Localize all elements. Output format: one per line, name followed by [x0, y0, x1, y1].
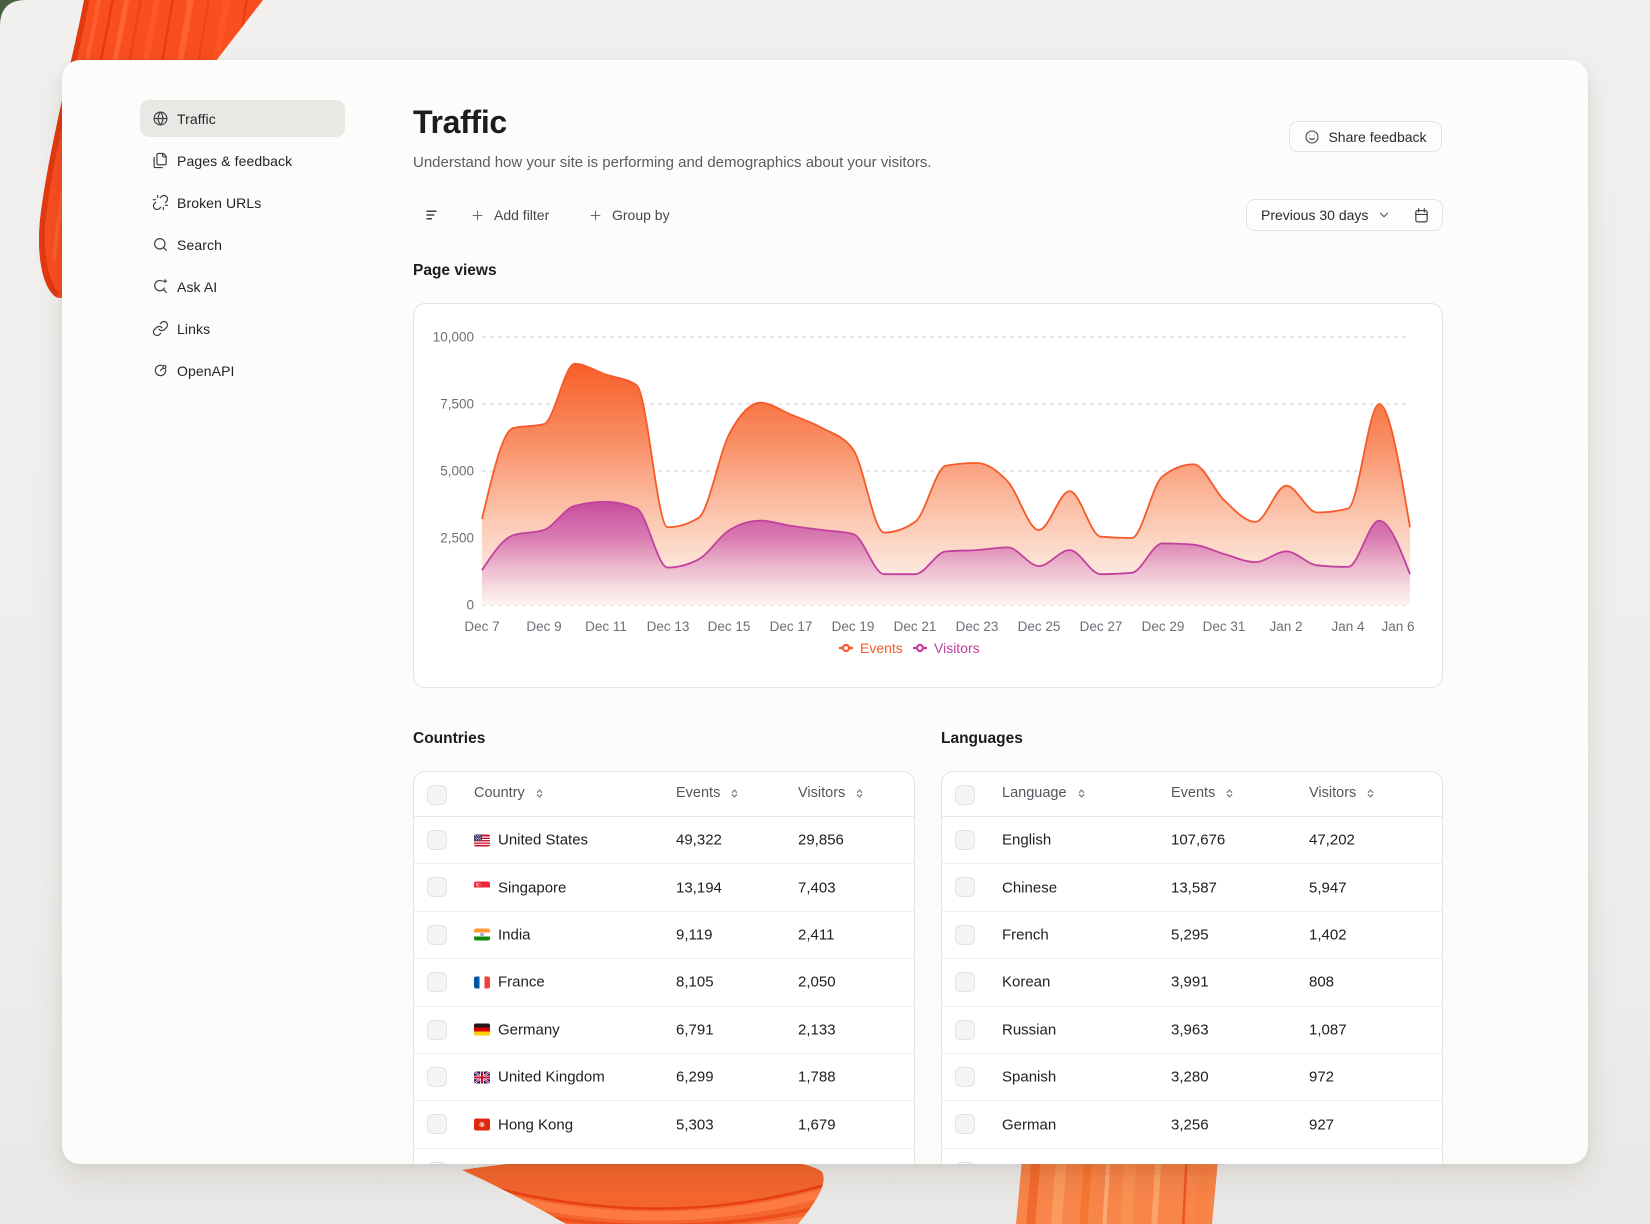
svg-text:Dec 31: Dec 31	[1203, 619, 1246, 634]
svg-text:10,000: 10,000	[433, 330, 474, 345]
svg-text:Dec 27: Dec 27	[1080, 619, 1123, 634]
svg-text:Jan 4: Jan 4	[1331, 619, 1365, 634]
svg-text:Events: Events	[860, 640, 903, 656]
svg-text:5,000: 5,000	[440, 464, 474, 479]
svg-text:Dec 23: Dec 23	[956, 619, 999, 634]
svg-text:2,500: 2,500	[440, 531, 474, 546]
svg-text:Dec 9: Dec 9	[526, 619, 561, 634]
svg-text:Jan 6: Jan 6	[1381, 619, 1414, 634]
svg-text:Dec 15: Dec 15	[708, 619, 751, 634]
svg-text:Visitors: Visitors	[934, 640, 980, 656]
svg-text:Dec 29: Dec 29	[1142, 619, 1185, 634]
svg-text:Dec 11: Dec 11	[585, 619, 627, 634]
svg-text:Dec 21: Dec 21	[894, 619, 937, 634]
svg-text:Dec 13: Dec 13	[647, 619, 690, 634]
svg-text:Jan 2: Jan 2	[1269, 619, 1302, 634]
svg-text:Dec 7: Dec 7	[464, 619, 499, 634]
svg-text:7,500: 7,500	[440, 397, 474, 412]
svg-text:Dec 19: Dec 19	[832, 619, 875, 634]
svg-text:Dec 17: Dec 17	[770, 619, 813, 634]
svg-text:0: 0	[466, 598, 474, 613]
svg-text:Dec 25: Dec 25	[1018, 619, 1061, 634]
